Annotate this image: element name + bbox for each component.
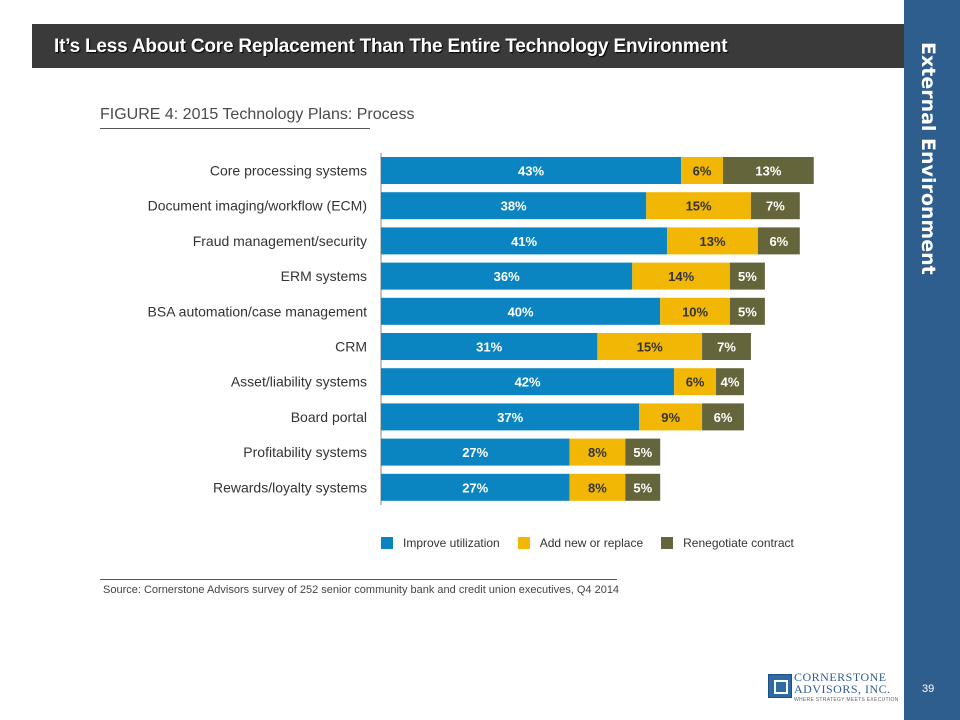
stacked-bar-chart: Core processing systems 43% 6% 13% Document … xyxy=(148,153,814,505)
legend-item-renegotiate: Renegotiate contract xyxy=(661,536,794,550)
bar-renegotiate-board-portal xyxy=(702,403,744,431)
bar-improve-bsa-automation-case-management xyxy=(381,297,661,325)
bar-add-bsa-automation-case-management xyxy=(660,297,730,325)
data-label-add-asset-liability-systems: 6% xyxy=(686,375,705,390)
data-label-renegotiate-profitability-systems: 5% xyxy=(633,445,652,460)
legend: Improve utilization Add new or replace R… xyxy=(381,536,812,550)
data-label-improve-profitability-systems: 27% xyxy=(462,445,488,460)
bar-improve-rewards-loyalty-systems xyxy=(381,473,570,501)
data-label-add-core-processing-systems: 6% xyxy=(693,164,712,179)
data-label-improve-asset-liability-systems: 42% xyxy=(515,375,541,390)
figure-title: FIGURE 4: 2015 Technology Plans: Process xyxy=(100,106,415,123)
bar-improve-profitability-systems xyxy=(381,438,570,466)
category-label-bsa-automation-case-management: BSA automation/case management xyxy=(148,303,368,319)
data-label-renegotiate-core-processing-systems: 13% xyxy=(755,164,781,179)
bar-add-fraud-management-security xyxy=(667,227,758,255)
bar-renegotiate-document-imaging-workflow-ecm xyxy=(750,192,800,220)
bar-add-profitability-systems xyxy=(569,438,626,466)
section-band xyxy=(904,0,960,720)
data-label-renegotiate-rewards-loyalty-systems: 5% xyxy=(633,480,652,495)
bar-add-asset-liability-systems xyxy=(674,368,717,396)
category-label-rewards-loyalty-systems: Rewards/loyalty systems xyxy=(213,479,367,495)
data-label-add-fraud-management-security: 13% xyxy=(700,234,726,249)
legend-swatch-add xyxy=(517,537,530,549)
data-label-renegotiate-board-portal: 6% xyxy=(714,410,733,425)
legend-label-improve: Improve utilization xyxy=(403,536,500,550)
data-label-improve-rewards-loyalty-systems: 27% xyxy=(462,480,488,495)
legend-swatch-improve xyxy=(381,537,393,549)
data-label-improve-core-processing-systems: 43% xyxy=(518,164,544,179)
data-label-improve-bsa-automation-case-management: 40% xyxy=(508,304,534,319)
data-label-renegotiate-fraud-management-security: 6% xyxy=(769,234,788,249)
data-label-add-rewards-loyalty-systems: 8% xyxy=(588,480,607,495)
bar-improve-asset-liability-systems xyxy=(381,368,675,396)
data-label-add-profitability-systems: 8% xyxy=(588,445,607,460)
bar-improve-core-processing-systems xyxy=(381,157,682,184)
company-logo: CORNERSTONE ADVISORS, INC. WHERE STRATEG… xyxy=(768,670,898,706)
legend-label-add: Add new or replace xyxy=(539,536,644,550)
bar-renegotiate-bsa-automation-case-management xyxy=(730,297,765,325)
data-label-improve-crm: 31% xyxy=(476,340,502,355)
category-label-erm-systems: ERM systems xyxy=(281,268,367,284)
bar-add-erm-systems xyxy=(632,262,730,290)
bar-renegotiate-rewards-loyalty-systems xyxy=(625,473,661,501)
legend-item-improve: Improve utilization xyxy=(381,536,500,550)
bar-improve-fraud-management-security xyxy=(381,227,668,255)
source-rule xyxy=(100,579,617,580)
bar-renegotiate-core-processing-systems xyxy=(723,157,814,184)
bar-renegotiate-erm-systems xyxy=(730,262,765,290)
data-label-improve-erm-systems: 36% xyxy=(494,269,520,284)
bar-add-core-processing-systems xyxy=(681,157,724,184)
bar-add-crm xyxy=(597,333,703,360)
page-number: 39 xyxy=(922,683,935,695)
data-label-improve-document-imaging-workflow-ecm: 38% xyxy=(501,199,527,214)
data-label-add-crm: 15% xyxy=(637,340,663,355)
bar-add-rewards-loyalty-systems xyxy=(569,473,626,501)
legend-label-renegotiate: Renegotiate contract xyxy=(683,536,794,550)
data-label-renegotiate-document-imaging-workflow-ecm: 7% xyxy=(766,199,785,214)
data-label-renegotiate-crm: 7% xyxy=(717,340,736,355)
category-label-core-processing-systems: Core processing systems xyxy=(210,163,367,179)
data-label-renegotiate-erm-systems: 5% xyxy=(738,269,757,284)
figure-title-rule xyxy=(100,128,370,129)
section-label: External Environment xyxy=(917,42,939,275)
data-label-renegotiate-asset-liability-systems: 4% xyxy=(721,375,740,390)
bar-add-document-imaging-workflow-ecm xyxy=(646,192,751,220)
bar-improve-board-portal xyxy=(381,403,640,431)
slide-title: It’s Less About Core Replacement Than Th… xyxy=(54,36,728,57)
category-label-profitability-systems: Profitability systems xyxy=(243,444,367,460)
legend-item-add: Add new or replace xyxy=(517,536,644,550)
data-label-add-bsa-automation-case-management: 10% xyxy=(682,304,708,319)
data-label-renegotiate-bsa-automation-case-management: 5% xyxy=(738,304,757,319)
bar-renegotiate-crm xyxy=(702,333,751,360)
data-label-improve-fraud-management-security: 41% xyxy=(511,234,537,249)
category-label-board-portal: Board portal xyxy=(291,409,367,425)
bar-improve-crm xyxy=(381,333,598,360)
category-label-fraud-management-security: Fraud management/security xyxy=(193,233,367,249)
title-bar: It’s Less About Core Replacement Than Th… xyxy=(32,24,904,68)
logo-tagline: WHERE STRATEGY MEETS EXECUTION xyxy=(794,697,899,703)
data-label-improve-board-portal: 37% xyxy=(497,410,523,425)
bar-improve-erm-systems xyxy=(381,262,633,290)
category-label-document-imaging-workflow-ecm: Document imaging/workflow (ECM) xyxy=(148,198,367,214)
bar-renegotiate-profitability-systems xyxy=(625,438,661,466)
data-label-add-document-imaging-workflow-ecm: 15% xyxy=(686,199,712,214)
logo-line2: ADVISORS, INC. xyxy=(794,682,891,696)
category-label-asset-liability-systems: Asset/liability systems xyxy=(231,374,367,390)
data-label-add-erm-systems: 14% xyxy=(668,269,694,284)
data-label-add-board-portal: 9% xyxy=(661,410,680,425)
logo-line1: CORNERSTONE xyxy=(794,670,887,684)
source-note: Source: Cornerstone Advisors survey of 2… xyxy=(103,584,620,596)
category-label-crm: CRM xyxy=(335,339,367,355)
bar-add-board-portal xyxy=(639,403,703,431)
legend-swatch-renegotiate xyxy=(661,537,674,549)
bar-improve-document-imaging-workflow-ecm xyxy=(381,192,647,220)
logo-mark-icon xyxy=(768,674,792,698)
bar-renegotiate-fraud-management-security xyxy=(757,227,800,255)
bar-renegotiate-asset-liability-systems xyxy=(716,368,744,396)
